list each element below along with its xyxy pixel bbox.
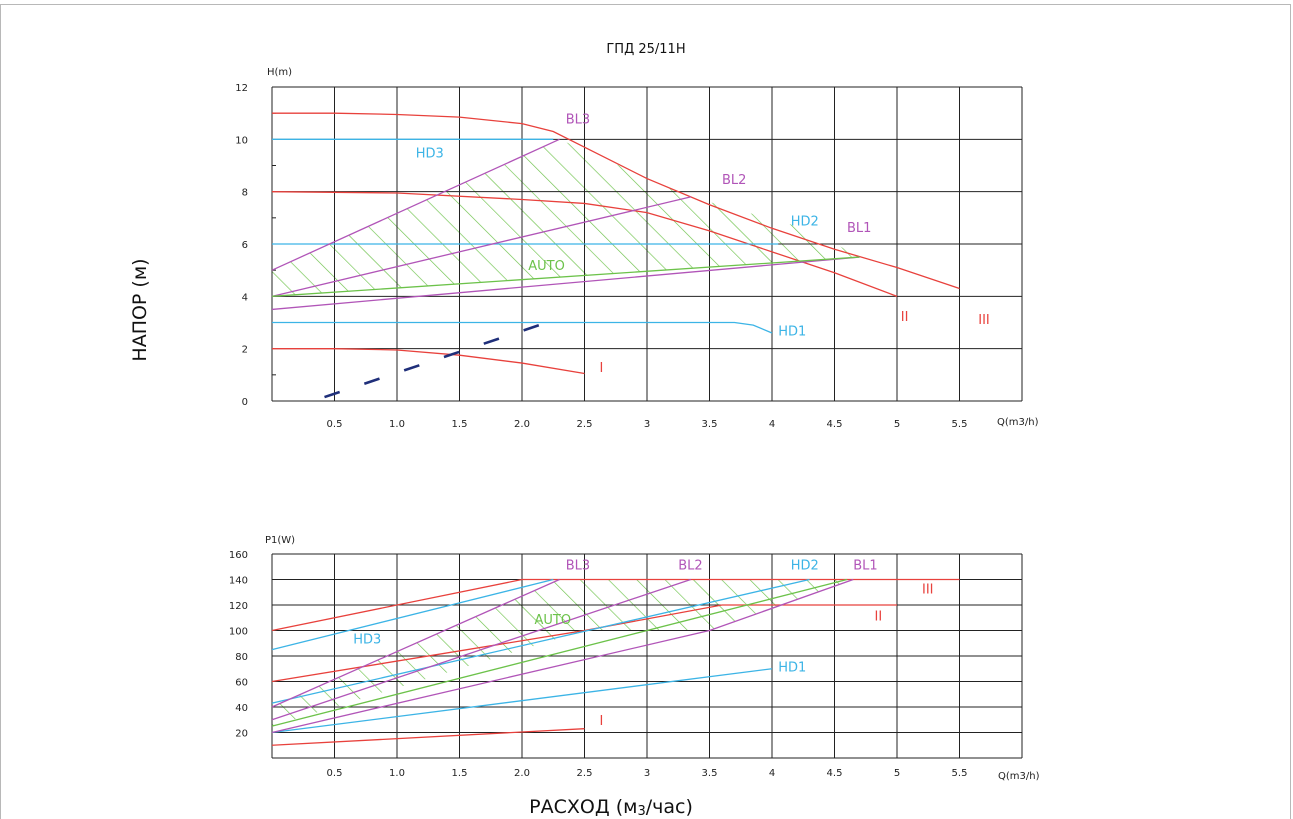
series-ii bbox=[271, 604, 897, 683]
power-y-tick-label: 60 bbox=[235, 678, 248, 689]
series-label-hd1: HD1 bbox=[778, 660, 806, 675]
head-y-tick-label: 6 bbox=[242, 240, 248, 251]
series-label-iii: III bbox=[978, 313, 990, 328]
series-iii bbox=[271, 578, 960, 632]
head-x-tick-label: 4 bbox=[769, 419, 775, 430]
series-auto bbox=[271, 256, 860, 297]
power-x-tick-label: 4 bbox=[769, 768, 775, 779]
head-y-tick-label: 0 bbox=[242, 397, 248, 408]
series-label-auto: AUTO bbox=[528, 259, 565, 274]
series-iii bbox=[272, 112, 960, 290]
series-label-bl3: BL3 bbox=[566, 558, 590, 573]
power-y-tick-label: 80 bbox=[235, 652, 248, 663]
series-hd2 bbox=[271, 578, 810, 704]
power-y-tick-label: 140 bbox=[229, 576, 248, 587]
head-x-tick-label: 0.5 bbox=[327, 419, 343, 430]
head-x-tick-label: 4.5 bbox=[827, 419, 843, 430]
series-auto bbox=[271, 578, 848, 727]
series-i bbox=[271, 728, 585, 746]
series-label-bl1: BL1 bbox=[853, 558, 877, 573]
power-chart-y-label: P1(W) bbox=[265, 535, 295, 546]
power-y-tick-label: 40 bbox=[235, 703, 248, 714]
power-x-tick-label: 3.5 bbox=[702, 768, 718, 779]
series-hd1 bbox=[271, 668, 773, 734]
series-label-ii: II bbox=[875, 609, 883, 624]
power-x-tick-label: 3 bbox=[644, 768, 650, 779]
series-label-hd1: HD1 bbox=[778, 325, 806, 340]
power-x-tick-label: 5.5 bbox=[952, 768, 968, 779]
power-y-tick-label: 20 bbox=[235, 729, 248, 740]
series-label-hd2: HD2 bbox=[791, 558, 819, 573]
series-label-i: I bbox=[600, 714, 604, 729]
head-x-tick-label: 3 bbox=[644, 419, 650, 430]
series-ii bbox=[271, 191, 898, 297]
series-label-ii: II bbox=[901, 310, 909, 325]
series-dashed-navy bbox=[324, 321, 548, 399]
head-y-tick-label: 4 bbox=[242, 292, 248, 303]
head-x-tick-label: 1.5 bbox=[452, 419, 468, 430]
power-chart-y-ticks: 20 40 60 80 100 120 140 160 bbox=[229, 550, 248, 740]
series-bl3 bbox=[271, 138, 560, 271]
series-bl2 bbox=[271, 196, 691, 297]
power-x-tick-label: 2.0 bbox=[514, 768, 530, 779]
power-chart-x-ticks: 0.5 1.0 1.5 2.0 2.5 3 3.5 4 4.5 5 5.5 bbox=[327, 768, 968, 779]
head-y-tick-label: 2 bbox=[242, 345, 248, 356]
head-chart: 0 2 4 6 8 10 12 0.5 1.0 1.5 2.0 2.5 3 3.5 4 4.5 5 5.5 H(… bbox=[235, 67, 1038, 430]
series-label-hd2: HD2 bbox=[791, 215, 819, 230]
power-x-tick-label: 4.5 bbox=[827, 768, 843, 779]
power-x-tick-label: 1.0 bbox=[389, 768, 405, 779]
head-x-tick-label: 5.5 bbox=[952, 419, 968, 430]
series-label-iii: III bbox=[922, 583, 934, 598]
power-y-tick-label: 100 bbox=[229, 627, 248, 638]
power-y-tick-label: 120 bbox=[229, 601, 248, 612]
power-x-tick-label: 5 bbox=[894, 768, 900, 779]
series-label-auto: AUTO bbox=[535, 613, 572, 628]
chart-title: ГПД 25/11Н bbox=[606, 42, 685, 57]
series-label-hd3: HD3 bbox=[353, 632, 381, 647]
series-bl1 bbox=[271, 578, 854, 734]
power-x-tick-label: 2.5 bbox=[577, 768, 593, 779]
head-y-tick-label: 12 bbox=[235, 83, 248, 94]
head-x-tick-label: 2.0 bbox=[514, 419, 530, 430]
x-axis-title: РАСХОД (м3/час) bbox=[529, 796, 693, 819]
y-axis-title: НАПОР (м) bbox=[129, 258, 151, 361]
head-x-tick-label: 2.5 bbox=[577, 419, 593, 430]
chart-frame bbox=[0, 4, 1291, 819]
series-label-i: I bbox=[600, 361, 604, 376]
head-chart-series bbox=[271, 112, 960, 399]
series-i bbox=[272, 348, 585, 375]
power-chart: 20 40 60 80 100 120 140 160 0.5 1.0 1.5 2.0 2.5 3 3.5… bbox=[229, 535, 1040, 782]
power-chart-x-label: Q(m3/h) bbox=[998, 771, 1040, 782]
power-y-tick-label: 160 bbox=[229, 550, 248, 561]
head-x-tick-label: 1.0 bbox=[389, 419, 405, 430]
head-y-tick-label: 8 bbox=[242, 188, 248, 199]
series-bl2 bbox=[271, 578, 691, 721]
head-x-tick-label: 3.5 bbox=[702, 419, 718, 430]
head-x-tick-label: 5 bbox=[894, 419, 900, 430]
series-bl3 bbox=[271, 578, 560, 708]
head-chart-x-label: Q(m3/h) bbox=[997, 417, 1039, 428]
series-bl1 bbox=[271, 256, 860, 311]
series-label-bl3: BL3 bbox=[566, 113, 590, 128]
auto-zone-hatch bbox=[272, 579, 854, 727]
power-chart-series bbox=[271, 578, 960, 746]
head-chart-x-ticks: 0.5 1.0 1.5 2.0 2.5 3 3.5 4 4.5 5 5.5 bbox=[327, 419, 968, 430]
series-label-bl2: BL2 bbox=[722, 173, 746, 188]
series-label-hd3: HD3 bbox=[416, 147, 444, 162]
power-x-tick-label: 1.5 bbox=[452, 768, 468, 779]
series-hd3 bbox=[271, 578, 554, 651]
series-label-bl1: BL1 bbox=[847, 221, 871, 236]
head-chart-y-label: H(m) bbox=[267, 67, 292, 78]
head-chart-y-ticks: 0 2 4 6 8 10 12 bbox=[235, 83, 248, 408]
series-hd1 bbox=[272, 321, 773, 334]
auto-zone-hatch bbox=[272, 139, 860, 297]
head-y-tick-label: 10 bbox=[235, 135, 248, 146]
series-label-bl2: BL2 bbox=[678, 558, 702, 573]
power-x-tick-label: 0.5 bbox=[327, 768, 343, 779]
power-chart-grid bbox=[271, 553, 1023, 759]
